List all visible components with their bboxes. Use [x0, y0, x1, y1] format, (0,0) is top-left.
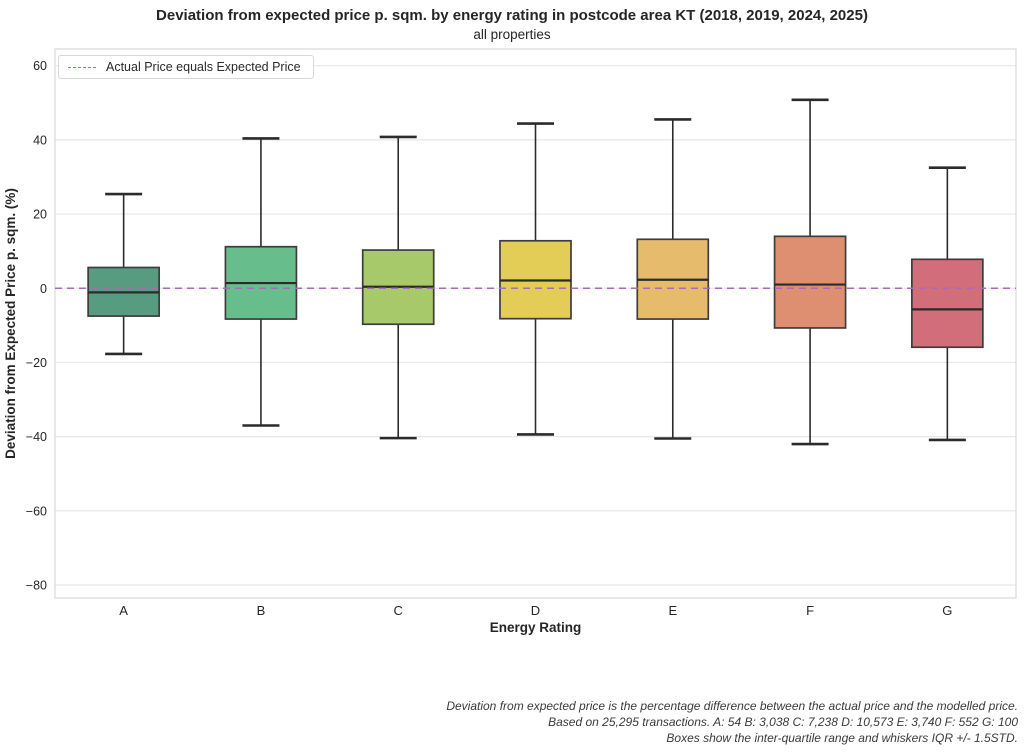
- footnote-line-2: Based on 25,295 transactions. A: 54 B: 3…: [548, 715, 1018, 729]
- box-group-F: [773, 98, 847, 446]
- y-tick-label-20: 20: [33, 208, 47, 222]
- box-group-G: [911, 166, 984, 442]
- box-group-A: [87, 192, 160, 356]
- y-tick-label--20: −20: [26, 356, 47, 370]
- footnote: Deviation from expected price is the per…: [378, 698, 1018, 746]
- x-tick-label-B: B: [257, 603, 266, 618]
- y-tick-label--60: −60: [26, 504, 47, 518]
- y-axis-title: Deviation from Expected Price p. sqm. (%…: [3, 188, 18, 459]
- x-tick-label-A: A: [119, 603, 128, 618]
- y-tick-label--40: −40: [26, 430, 47, 444]
- x-tick-label-G: G: [942, 603, 952, 618]
- box-group-C: [361, 135, 435, 440]
- footnote-line-1: Deviation from expected price is the per…: [446, 699, 1018, 713]
- box-group-B: [224, 137, 298, 427]
- y-tick-label--80: −80: [26, 579, 47, 593]
- y-tick-label-0: 0: [40, 282, 47, 296]
- legend-label: Actual Price equals Expected Price: [106, 60, 301, 74]
- x-tick-label-C: C: [394, 603, 403, 618]
- iqr-box-F: [773, 235, 847, 329]
- box-group-E: [636, 118, 710, 440]
- y-tick-label-40: 40: [33, 133, 47, 147]
- box-group-D: [499, 122, 572, 436]
- y-tick-label-60: 60: [33, 59, 47, 73]
- iqr-box-G: [911, 258, 984, 349]
- plot-border: [54, 48, 1017, 599]
- chart-subtitle: all properties: [473, 27, 551, 42]
- x-tick-label-F: F: [806, 603, 814, 618]
- x-tick-label-D: D: [531, 603, 540, 618]
- dashed-line-icon: [68, 66, 96, 68]
- legend: Actual Price equals Expected Price: [58, 55, 314, 79]
- x-axis-title: Energy Rating: [490, 620, 582, 635]
- chart-title: Deviation from expected price p. sqm. by…: [156, 7, 868, 24]
- footnote-line-3: Boxes show the inter-quartile range and …: [666, 731, 1018, 745]
- x-tick-label-E: E: [668, 603, 677, 618]
